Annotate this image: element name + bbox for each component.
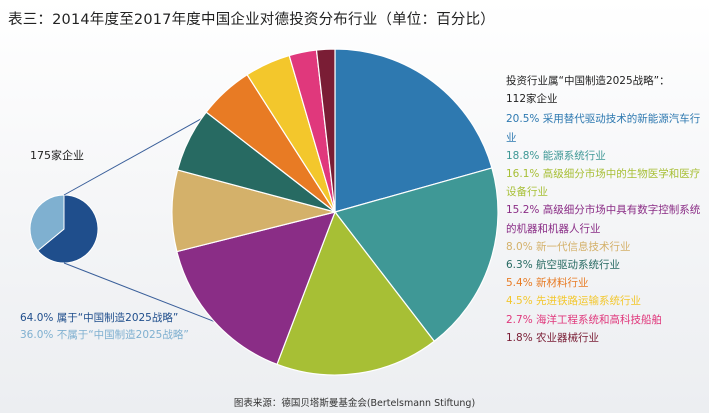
legend-value-5: 6.3% — [506, 259, 537, 272]
legend-value-9: 1.8% — [506, 331, 537, 344]
legend-value-1: 18.8% — [506, 149, 543, 162]
legend-label-8: 海洋工程系统和高科技船舶 — [536, 313, 663, 326]
small-legend-label-0: 属于“中国制造2025战略” — [56, 312, 179, 324]
small-legend-value-0: 64.0% — [20, 312, 54, 324]
legend-label-4: 新一代信息技术行业 — [536, 240, 631, 253]
legend-subheading: 112家企业 — [506, 93, 558, 106]
big-pie-slice-2 — [276, 210, 436, 376]
legend-heading: 投资行业属“中国制造2025战略”： — [506, 75, 670, 87]
big-pie-slice-3 — [176, 211, 336, 366]
legend-value-0: 20.5% — [506, 113, 543, 126]
chart-title: 表三：2014年度至2017年度中国企业对德投资分布行业（单位：百分比） — [8, 12, 496, 28]
legend-item-9: 1.8% 农业器械行业 — [506, 329, 706, 347]
legend-item-7: 4.5% 先进铁路运输系统行业 — [506, 292, 706, 310]
small-pie-legend: 64.0% 属于“中国制造2025战略” 36.0% 不属于“中国制造2025战… — [20, 310, 189, 343]
legend-item-8: 2.7% 海洋工程系统和高科技船舶 — [506, 311, 706, 329]
legend-label-9: 农业器械行业 — [536, 331, 600, 344]
small-legend-value-1: 36.0% — [20, 328, 54, 341]
small-legend-label-1: 不属于“中国制造2025战略” — [56, 328, 189, 341]
legend-value-6: 5.4% — [506, 277, 537, 290]
legend-item-3: 15.2% 高级细分市场中具有数字控制系统的机器和机器人行业 — [506, 201, 706, 237]
legend-label-0: 采用替代驱动技术的新能源汽车行业 — [506, 113, 701, 144]
connector-line-top — [63, 113, 210, 196]
legend-item-2: 16.1% 高级细分市场中的生物医学和医疗设备行业 — [506, 165, 706, 201]
legend-label-1: 能源系统行业 — [542, 149, 606, 162]
legend-value-4: 8.0% — [506, 240, 537, 253]
legend-value-3: 15.2% — [506, 204, 543, 217]
legend-label-7: 先进铁路运输系统行业 — [536, 295, 642, 308]
big-pie-slice-1 — [333, 167, 499, 343]
legend-label-3: 高级细分市场中具有数字控制系统的机器和机器人行业 — [506, 204, 701, 235]
legend-label-5: 航空驱动系统行业 — [536, 259, 621, 272]
legend-label-2: 高级细分市场中的生物医学和医疗设备行业 — [506, 168, 701, 199]
small-legend-item-1: 36.0% 不属于“中国制造2025战略” — [20, 327, 189, 344]
big-pie-legend: 投资行业属“中国制造2025战略”： 112家企业 20.5% 采用替代驱动技术… — [506, 72, 706, 347]
connector-line-bottom — [63, 262, 218, 324]
big-pie-slice-0 — [334, 48, 493, 213]
chart-source: 图表来源：德国贝塔斯曼基金会(Bertelsmann Stiftung) — [233, 398, 476, 409]
small-legend-item-0: 64.0% 属于“中国制造2025战略” — [20, 310, 189, 327]
small-pie-slice-1 — [29, 194, 65, 252]
legend-value-8: 2.7% — [506, 313, 537, 326]
legend-item-5: 6.3% 航空驱动系统行业 — [506, 256, 706, 274]
legend-items: 20.5% 采用替代驱动技术的新能源汽车行业 18.8% 能源系统行业 16.1% … — [506, 110, 706, 347]
legend-item-1: 18.8% 能源系统行业 — [506, 147, 706, 165]
legend-value-7: 4.5% — [506, 295, 537, 308]
big-pie-slice-9 — [315, 48, 336, 213]
legend-item-0: 20.5% 采用替代驱动技术的新能源汽车行业 — [506, 110, 706, 146]
legend-value-2: 16.1% — [506, 168, 543, 181]
small-pie-title: 175家企业 — [30, 149, 84, 162]
small-pie-slice-0 — [37, 194, 99, 264]
legend-item-6: 5.4% 新材料行业 — [506, 274, 706, 292]
legend-label-6: 新材料行业 — [536, 277, 589, 290]
legend-item-4: 8.0% 新一代信息技术行业 — [506, 238, 706, 256]
